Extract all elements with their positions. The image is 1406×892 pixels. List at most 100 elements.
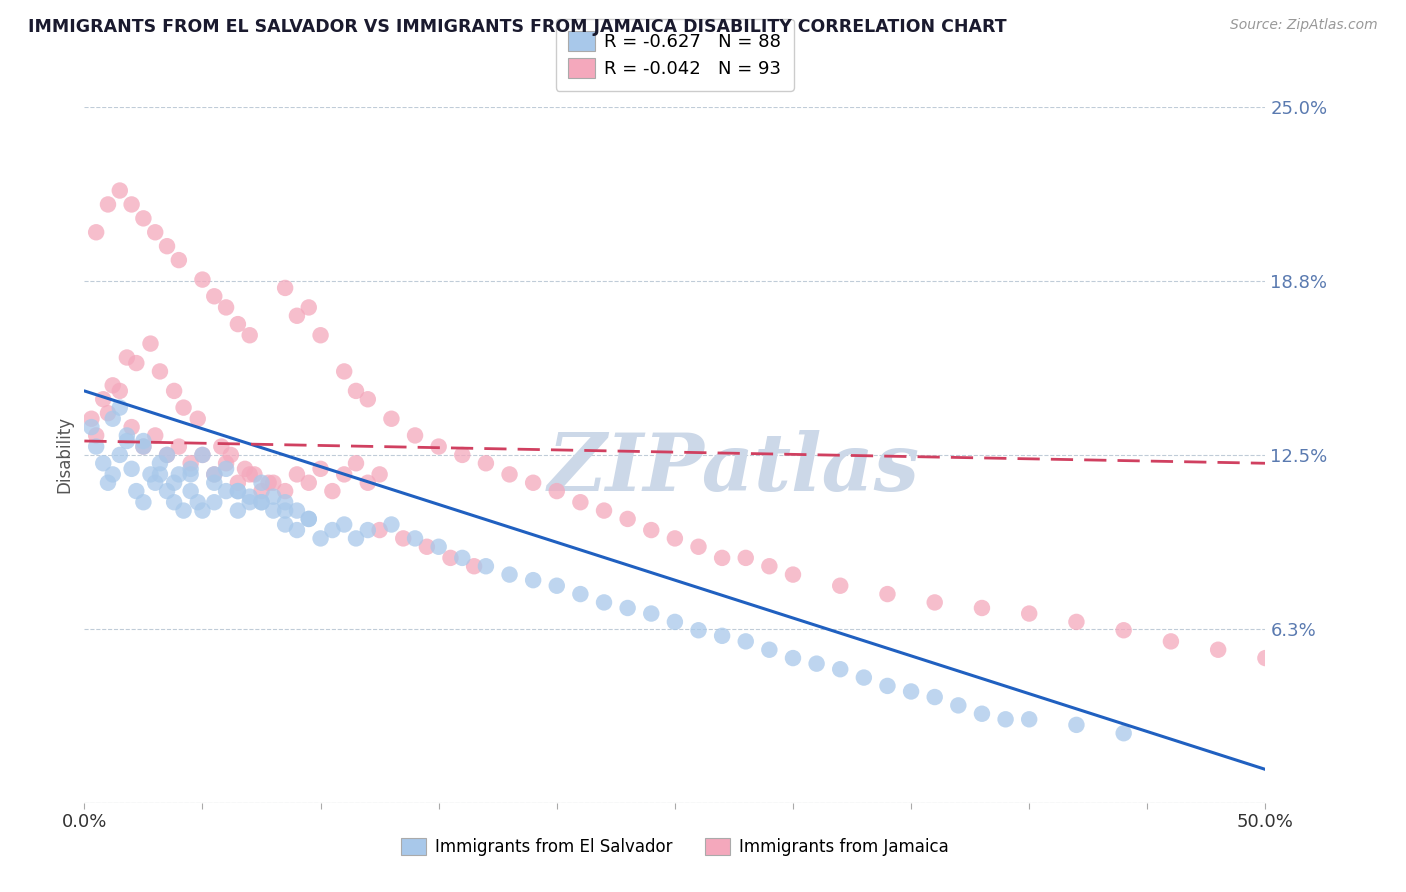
Point bbox=[215, 462, 238, 476]
Point bbox=[970, 706, 993, 721]
Point bbox=[239, 328, 262, 343]
Point bbox=[132, 211, 155, 226]
Point bbox=[187, 495, 209, 509]
Point bbox=[522, 475, 544, 490]
Point bbox=[427, 440, 450, 454]
Point bbox=[202, 495, 225, 509]
Point bbox=[711, 629, 734, 643]
Point bbox=[108, 401, 131, 415]
Point bbox=[132, 495, 155, 509]
Point bbox=[125, 484, 148, 499]
Point bbox=[664, 615, 686, 629]
Point bbox=[416, 540, 439, 554]
Point bbox=[163, 495, 186, 509]
Point bbox=[84, 428, 107, 442]
Point bbox=[274, 495, 297, 509]
Point bbox=[167, 253, 190, 268]
Point bbox=[149, 467, 172, 482]
Point bbox=[463, 559, 485, 574]
Point bbox=[285, 467, 308, 482]
Point bbox=[115, 434, 138, 448]
Point bbox=[664, 532, 686, 546]
Point bbox=[108, 184, 131, 198]
Point bbox=[298, 512, 321, 526]
Point bbox=[876, 587, 898, 601]
Point bbox=[1066, 615, 1088, 629]
Point bbox=[546, 484, 568, 499]
Point bbox=[167, 467, 190, 482]
Point bbox=[156, 484, 179, 499]
Point bbox=[475, 559, 498, 574]
Point bbox=[616, 512, 638, 526]
Point bbox=[209, 440, 232, 454]
Point bbox=[167, 440, 190, 454]
Point bbox=[180, 462, 202, 476]
Point bbox=[202, 467, 225, 482]
Point bbox=[758, 559, 780, 574]
Point bbox=[115, 428, 138, 442]
Point bbox=[309, 328, 332, 343]
Point bbox=[233, 462, 256, 476]
Point bbox=[91, 456, 114, 470]
Point bbox=[830, 579, 852, 593]
Point bbox=[139, 336, 162, 351]
Point bbox=[758, 642, 780, 657]
Point bbox=[84, 440, 107, 454]
Point bbox=[250, 495, 273, 509]
Point bbox=[156, 239, 179, 253]
Point bbox=[226, 503, 249, 517]
Point bbox=[522, 573, 544, 587]
Point bbox=[202, 289, 225, 303]
Point bbox=[143, 428, 166, 442]
Point bbox=[163, 475, 186, 490]
Point bbox=[688, 624, 710, 638]
Point bbox=[274, 484, 297, 499]
Point bbox=[219, 448, 242, 462]
Point bbox=[262, 503, 284, 517]
Point bbox=[191, 272, 214, 286]
Point bbox=[285, 503, 308, 517]
Point bbox=[132, 440, 155, 454]
Point bbox=[191, 448, 214, 462]
Point bbox=[782, 651, 804, 665]
Point bbox=[97, 475, 120, 490]
Y-axis label: Disability: Disability bbox=[55, 417, 73, 493]
Point bbox=[173, 503, 195, 517]
Point bbox=[321, 523, 343, 537]
Point bbox=[298, 301, 321, 315]
Point bbox=[616, 601, 638, 615]
Point bbox=[274, 281, 297, 295]
Point bbox=[593, 595, 616, 609]
Point bbox=[156, 448, 179, 462]
Point bbox=[1254, 651, 1277, 665]
Point bbox=[475, 456, 498, 470]
Point bbox=[321, 484, 343, 499]
Point bbox=[368, 523, 391, 537]
Point bbox=[226, 317, 249, 331]
Point bbox=[1018, 712, 1040, 726]
Point bbox=[451, 550, 474, 565]
Point bbox=[121, 197, 143, 211]
Point bbox=[108, 448, 131, 462]
Point bbox=[357, 475, 380, 490]
Point bbox=[333, 364, 356, 378]
Point bbox=[101, 378, 124, 392]
Point bbox=[734, 634, 756, 648]
Point bbox=[593, 503, 616, 517]
Point bbox=[298, 475, 321, 490]
Point bbox=[250, 484, 273, 499]
Point bbox=[101, 411, 124, 425]
Point bbox=[215, 484, 238, 499]
Point bbox=[357, 392, 380, 407]
Point bbox=[994, 712, 1017, 726]
Legend: R = -0.627   N = 88, R = -0.042   N = 93: R = -0.627 N = 88, R = -0.042 N = 93 bbox=[555, 19, 794, 91]
Point bbox=[274, 503, 297, 517]
Point bbox=[125, 356, 148, 370]
Point bbox=[121, 420, 143, 434]
Point bbox=[143, 475, 166, 490]
Point bbox=[806, 657, 828, 671]
Point bbox=[309, 532, 332, 546]
Point bbox=[262, 475, 284, 490]
Point bbox=[187, 411, 209, 425]
Point bbox=[1206, 642, 1229, 657]
